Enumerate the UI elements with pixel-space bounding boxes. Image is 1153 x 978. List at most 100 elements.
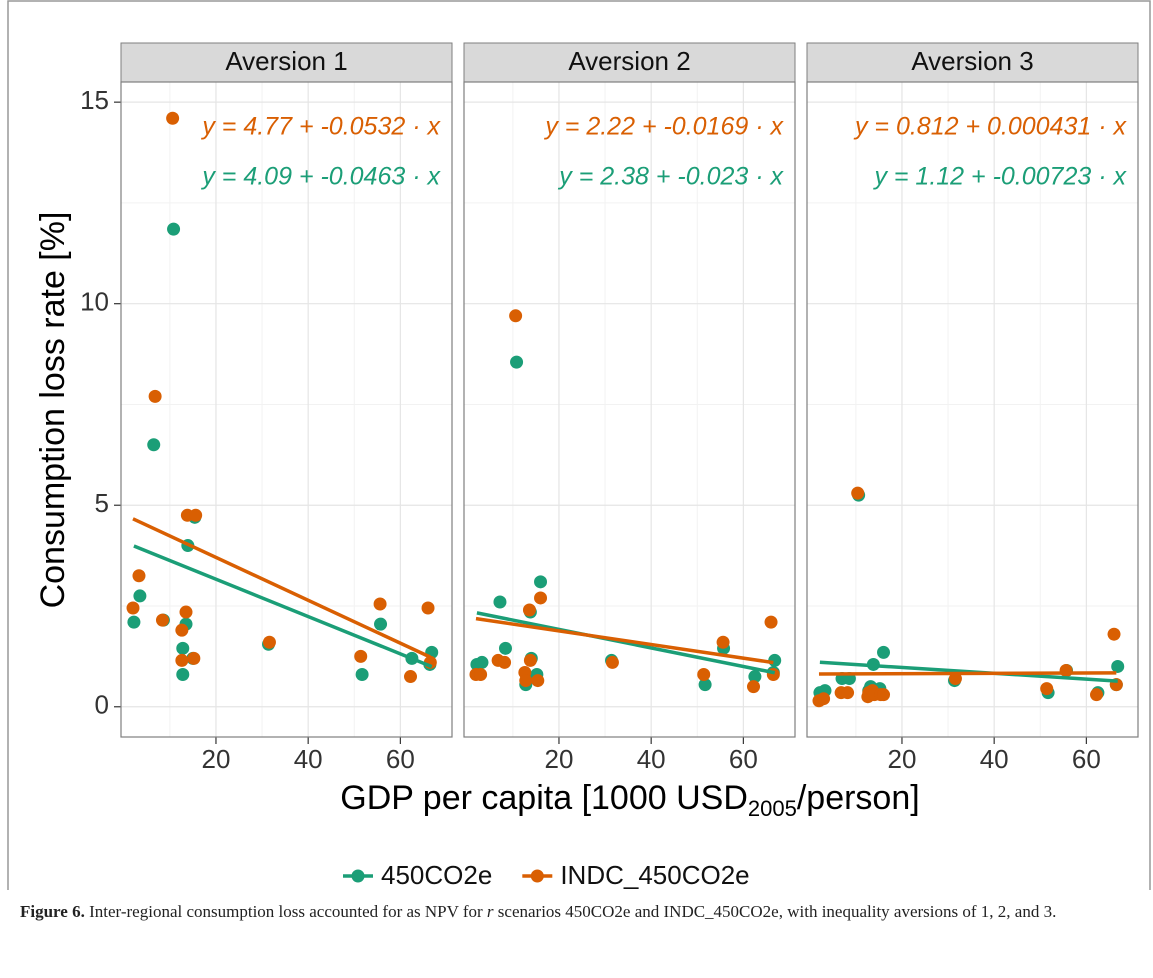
point (133, 589, 147, 603)
x-axis-title: GDP per capita [1000 USD2005/person] (340, 779, 919, 821)
x-tick-label: 20 (545, 744, 574, 774)
point (262, 635, 276, 649)
point (421, 601, 435, 615)
panel-border (120, 81, 453, 738)
x-tick-label: 60 (386, 744, 415, 774)
point (1040, 682, 1054, 696)
x-axis-title-sub: 2005 (748, 796, 797, 821)
fit-line (475, 616, 774, 665)
point (841, 686, 855, 700)
fit-line (818, 671, 1117, 676)
point (155, 613, 169, 627)
point (534, 591, 548, 605)
facet-strip (463, 42, 796, 83)
y-tick-label: 0 (95, 690, 109, 720)
figure-border (7, 0, 1151, 978)
point (175, 623, 189, 637)
legend-key (530, 869, 544, 883)
x-tick-label: 20 (888, 744, 917, 774)
legend-key (351, 869, 365, 883)
panel-background (807, 82, 1138, 737)
facet-title: Aversion 1 (225, 46, 347, 76)
x-tick-label: 60 (729, 744, 758, 774)
x-tick-label: 40 (637, 744, 666, 774)
point (948, 672, 962, 686)
fit-line (819, 660, 1118, 683)
point (1059, 663, 1073, 677)
facet-title: Aversion 3 (911, 46, 1033, 76)
fit-equation: y = 2.38 + -0.023 · x (557, 163, 784, 191)
fit-line (476, 611, 776, 675)
x-tick-label: 60 (1072, 744, 1101, 774)
point (179, 605, 193, 619)
y-tick-label: 5 (95, 488, 109, 518)
point (510, 355, 524, 369)
point (404, 670, 418, 684)
fit-line (133, 544, 433, 669)
fit-equation: y = 0.812 + 0.000431 · x (853, 113, 1128, 141)
point (176, 668, 190, 682)
facet-title: Aversion 2 (568, 46, 690, 76)
point (373, 597, 387, 611)
point (519, 674, 533, 688)
point (522, 603, 536, 617)
chart: Consumption loss rate [%] GDP per capita… (7, 0, 1151, 978)
fit-equation: y = 2.22 + -0.0169 · x (543, 113, 784, 141)
caption-italic: r (486, 902, 494, 921)
point (877, 688, 891, 702)
point (698, 678, 712, 692)
point (509, 309, 523, 323)
point (175, 653, 189, 667)
point (498, 655, 512, 669)
point (374, 617, 388, 631)
point (1111, 659, 1125, 673)
x-tick-label: 40 (980, 744, 1009, 774)
point (817, 692, 831, 706)
point (531, 674, 545, 688)
point (747, 680, 761, 694)
panel-border (463, 81, 796, 738)
x-axis-title-main: GDP per capita [1000 USD (340, 779, 748, 817)
caption-text: scenarios 450CO2e and INDC_450CO2e, with… (493, 902, 1057, 921)
point (167, 222, 181, 236)
point (166, 111, 180, 125)
point (498, 641, 512, 655)
point (697, 668, 711, 682)
point (851, 486, 865, 500)
point (176, 641, 190, 655)
facet-strip (806, 42, 1139, 83)
point (474, 668, 488, 682)
caption-label: Figure 6. (20, 902, 85, 921)
point (475, 655, 489, 669)
y-axis-title: Consumption loss rate [%] (34, 212, 72, 609)
point (187, 651, 201, 665)
x-tick-label: 20 (202, 744, 231, 774)
point (534, 575, 548, 589)
caption: Figure 6. Inter-regional consumption los… (20, 900, 1070, 924)
x-tick-label: 40 (294, 744, 323, 774)
fit-line (132, 517, 432, 659)
point (877, 645, 891, 659)
point (354, 649, 368, 663)
point (189, 508, 203, 522)
point (716, 635, 730, 649)
point (1090, 688, 1104, 702)
y-tick-label: 10 (80, 287, 109, 317)
point (127, 615, 141, 629)
point (764, 615, 778, 629)
fit-equation: y = 1.12 + -0.00723 · x (872, 163, 1127, 191)
point (493, 595, 507, 609)
point (132, 569, 146, 583)
panel-border (806, 81, 1139, 738)
fit-equation: y = 4.09 + -0.0463 · x (200, 163, 441, 191)
y-tick-label: 15 (80, 85, 109, 115)
legend-label: 450CO2e (381, 860, 492, 890)
fit-equation: y = 4.77 + -0.0532 · x (200, 113, 441, 141)
x-axis-title-tail: /person] (797, 779, 920, 817)
point (355, 668, 369, 682)
legend-label: INDC_450CO2e (560, 860, 749, 890)
point (147, 438, 161, 452)
point (1107, 627, 1121, 641)
point (523, 653, 537, 667)
